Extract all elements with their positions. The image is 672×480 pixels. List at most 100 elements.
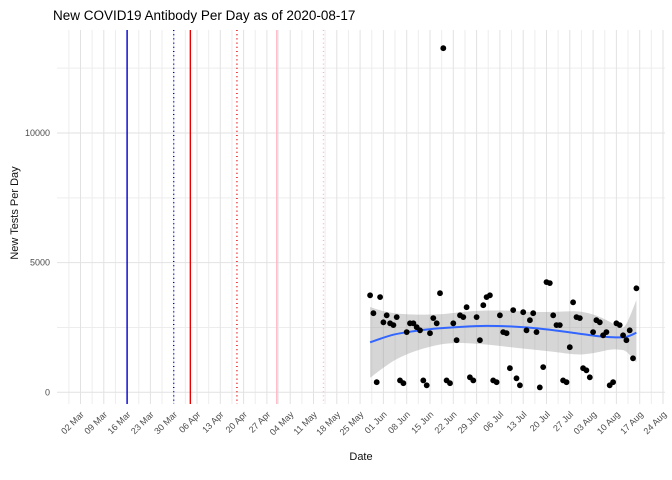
data-point [480, 302, 487, 309]
data-point [477, 337, 483, 344]
data-point [447, 380, 453, 387]
data-point [473, 314, 480, 320]
confidence-ribbon [370, 300, 637, 378]
x-axis-title: Date [349, 451, 373, 463]
data-point [596, 319, 603, 326]
x-tick-label: 04 May [268, 409, 296, 437]
x-tick-label: 22 Jun [433, 409, 459, 435]
x-tick-label: 29 Jun [456, 409, 482, 435]
data-point [487, 292, 493, 299]
data-point [513, 375, 520, 382]
data-point [610, 379, 616, 386]
x-tick-label: 06 Apr [177, 409, 202, 434]
data-point [370, 310, 377, 317]
data-point [390, 322, 397, 328]
y-tick-label: 5000 [30, 258, 50, 268]
data-point [546, 280, 553, 286]
scatter-points [367, 45, 640, 391]
data-point [520, 309, 527, 316]
data-point [367, 292, 373, 299]
data-point [470, 377, 477, 384]
x-tick-label: 03 Aug [572, 409, 599, 436]
data-point [533, 329, 540, 335]
data-point [570, 299, 576, 306]
data-point [463, 304, 470, 311]
data-point [620, 332, 626, 339]
x-tick-label: 18 May [314, 409, 342, 437]
x-tick-label: 02 Mar [59, 409, 86, 436]
x-tick-label: 06 Jul [481, 409, 505, 433]
x-tick-label: 08 Jun [386, 409, 412, 435]
data-point [550, 312, 557, 319]
data-point [400, 380, 407, 387]
x-tick-label: 15 Jun [409, 409, 435, 435]
data-point [623, 337, 630, 344]
y-tick-label: 10000 [25, 128, 50, 138]
data-point [383, 312, 390, 319]
data-point [497, 312, 503, 319]
data-point [450, 320, 457, 327]
data-point [616, 322, 623, 328]
data-point [527, 317, 533, 324]
data-point [517, 382, 523, 389]
gridlines-major [57, 30, 665, 404]
x-tick-label: 17 Aug [618, 409, 645, 436]
data-point [417, 327, 423, 334]
data-point [433, 320, 440, 327]
data-point [583, 367, 590, 374]
data-point [393, 314, 400, 320]
data-point [460, 314, 467, 320]
x-tick-label: 13 Apr [200, 409, 225, 434]
data-point [523, 327, 530, 334]
data-point [440, 45, 447, 52]
data-point [626, 327, 633, 334]
data-point [503, 330, 510, 337]
data-point [420, 377, 427, 384]
data-point [530, 310, 537, 317]
data-point [510, 307, 517, 313]
data-point [430, 315, 437, 321]
x-tick-label: 09 Mar [82, 409, 109, 436]
x-tick-label: 16 Mar [106, 409, 133, 436]
data-point [380, 319, 387, 326]
x-tick-label: 30 Mar [152, 409, 179, 436]
data-point [423, 382, 430, 389]
data-point [536, 384, 543, 391]
event-vlines [126, 30, 325, 404]
data-point [493, 379, 500, 386]
data-point [540, 364, 547, 370]
data-point [507, 365, 513, 372]
data-point [633, 285, 640, 292]
data-point [410, 320, 417, 327]
data-point [603, 329, 610, 335]
x-tick-label: 24 Aug [642, 409, 669, 436]
data-point [373, 379, 380, 386]
x-tick-label: 20 Apr [224, 409, 249, 434]
data-point [586, 374, 593, 381]
data-point [453, 337, 460, 344]
x-tick-label: 10 Aug [595, 409, 622, 436]
data-point [566, 344, 573, 351]
x-tick-label: 25 May [338, 409, 366, 437]
data-point [437, 290, 443, 297]
data-point [377, 294, 383, 300]
x-tick-label: 01 Jun [363, 409, 389, 435]
y-axis-tick-labels: 0 5000 10000 [25, 128, 50, 397]
data-point [427, 330, 433, 337]
x-tick-label: 13 Jul [505, 409, 529, 433]
y-axis-title: New Tests Per Day [9, 166, 21, 260]
data-point [590, 329, 596, 335]
y-tick-label: 0 [45, 387, 50, 397]
data-point [403, 329, 410, 335]
x-tick-label: 23 Mar [129, 409, 156, 436]
data-point [576, 315, 583, 321]
data-point [630, 355, 636, 362]
chart-title: New COVID19 Antibody Per Day as of 2020-… [53, 8, 356, 23]
data-point [563, 379, 570, 386]
x-tick-label: 20 Jul [528, 409, 552, 433]
x-tick-label: 11 May [291, 409, 319, 437]
data-point [556, 322, 563, 328]
